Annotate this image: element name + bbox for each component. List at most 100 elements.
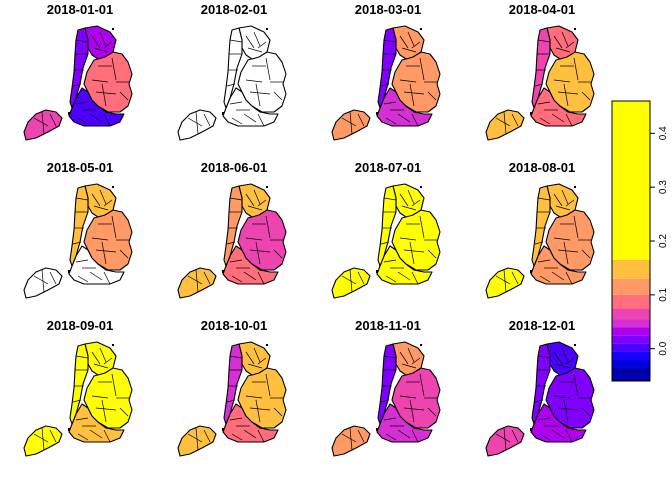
map-panel: 2018-08-01 xyxy=(485,160,595,299)
borough-map xyxy=(485,25,595,141)
district-boundary xyxy=(561,31,569,47)
district-boundary xyxy=(111,373,117,397)
district-boundary xyxy=(349,111,353,135)
island-mark xyxy=(112,186,114,188)
district-boundary xyxy=(409,83,415,107)
district-boundary xyxy=(411,429,419,443)
legend-band xyxy=(612,278,650,295)
district-boundary xyxy=(537,355,551,359)
legend-band xyxy=(612,294,650,309)
district-boundary xyxy=(565,271,573,285)
district-boundary xyxy=(91,351,101,365)
district-boundary xyxy=(537,417,551,421)
legend-band xyxy=(612,343,650,352)
district-boundary xyxy=(72,83,82,87)
district-boundary xyxy=(103,357,113,365)
district-boundary xyxy=(101,241,107,265)
district-boundary xyxy=(403,91,425,95)
map-panel: 2018-06-01 xyxy=(177,160,287,299)
manhattan-region xyxy=(69,343,89,425)
panel-title: 2018-10-01 xyxy=(201,318,268,333)
district-boundary xyxy=(561,189,569,205)
island-mark xyxy=(530,270,532,273)
district-boundary xyxy=(534,83,544,87)
brooklyn-region xyxy=(68,403,125,443)
district-boundary xyxy=(409,241,415,265)
island-mark xyxy=(68,270,70,273)
panel-title: 2018-09-01 xyxy=(47,318,114,333)
district-boundary xyxy=(41,111,45,135)
island-mark xyxy=(574,28,576,30)
island-mark xyxy=(222,428,224,431)
district-boundary xyxy=(383,417,397,421)
district-boundary xyxy=(75,355,89,359)
district-boundary xyxy=(93,363,109,369)
district-boundary xyxy=(407,189,415,205)
panel-title: 2018-07-01 xyxy=(355,160,422,175)
district-boundary xyxy=(187,433,203,443)
legend-tick-label: 0.1 xyxy=(658,287,669,301)
district-boundary xyxy=(95,249,117,253)
legend-band xyxy=(612,359,650,368)
district-boundary xyxy=(411,41,421,49)
district-boundary xyxy=(555,363,571,369)
district-boundary xyxy=(226,83,236,87)
district-boundary xyxy=(273,407,283,417)
district-boundary xyxy=(226,241,236,245)
district-boundary xyxy=(357,271,365,285)
map-panel: 2018-04-01 xyxy=(485,2,595,141)
district-boundary xyxy=(103,429,111,443)
island-mark xyxy=(266,28,268,30)
district-boundary xyxy=(397,113,411,123)
district-boundary xyxy=(411,271,419,285)
district-boundary xyxy=(249,407,271,411)
district-boundary xyxy=(539,275,551,283)
district-boundary xyxy=(265,373,271,397)
district-boundary xyxy=(253,347,261,363)
manhattan-region xyxy=(223,343,243,425)
district-boundary xyxy=(557,249,579,253)
district-boundary xyxy=(565,41,575,49)
district-boundary xyxy=(380,399,390,403)
district-boundary xyxy=(573,373,579,397)
district-boundary xyxy=(383,39,397,43)
district-boundary xyxy=(503,111,507,135)
district-boundary xyxy=(195,269,199,293)
map-panel: 2018-10-01 xyxy=(177,318,287,457)
manhattan-region xyxy=(377,185,397,267)
district-boundary xyxy=(255,83,261,107)
district-boundary xyxy=(103,41,113,49)
map-panel: 2018-05-01 xyxy=(23,160,133,299)
district-boundary xyxy=(103,113,111,127)
district-boundary xyxy=(229,259,243,263)
district-boundary xyxy=(72,399,82,403)
district-boundary xyxy=(503,427,507,451)
district-boundary xyxy=(243,271,257,281)
district-boundary xyxy=(99,189,107,205)
district-boundary xyxy=(33,117,49,127)
district-boundary xyxy=(581,91,591,101)
district-boundary xyxy=(383,197,397,201)
island-mark xyxy=(420,28,422,30)
island-mark xyxy=(112,344,114,346)
brooklyn-region xyxy=(530,403,587,443)
district-boundary xyxy=(341,433,357,443)
district-boundary xyxy=(75,101,89,105)
district-boundary xyxy=(265,215,271,239)
district-boundary xyxy=(231,433,243,441)
district-boundary xyxy=(581,249,591,259)
district-boundary xyxy=(89,113,103,123)
map-panel: 2018-07-01 xyxy=(331,160,441,299)
district-boundary xyxy=(245,193,255,207)
district-boundary xyxy=(581,407,591,417)
district-boundary xyxy=(75,197,89,201)
district-boundary xyxy=(99,347,107,363)
district-boundary xyxy=(411,199,421,207)
district-boundary xyxy=(245,395,263,399)
district-boundary xyxy=(495,117,511,127)
district-boundary xyxy=(257,113,265,127)
district-boundary xyxy=(399,79,417,83)
brooklyn-region xyxy=(222,403,279,443)
district-boundary xyxy=(257,41,267,49)
district-boundary xyxy=(91,35,101,49)
